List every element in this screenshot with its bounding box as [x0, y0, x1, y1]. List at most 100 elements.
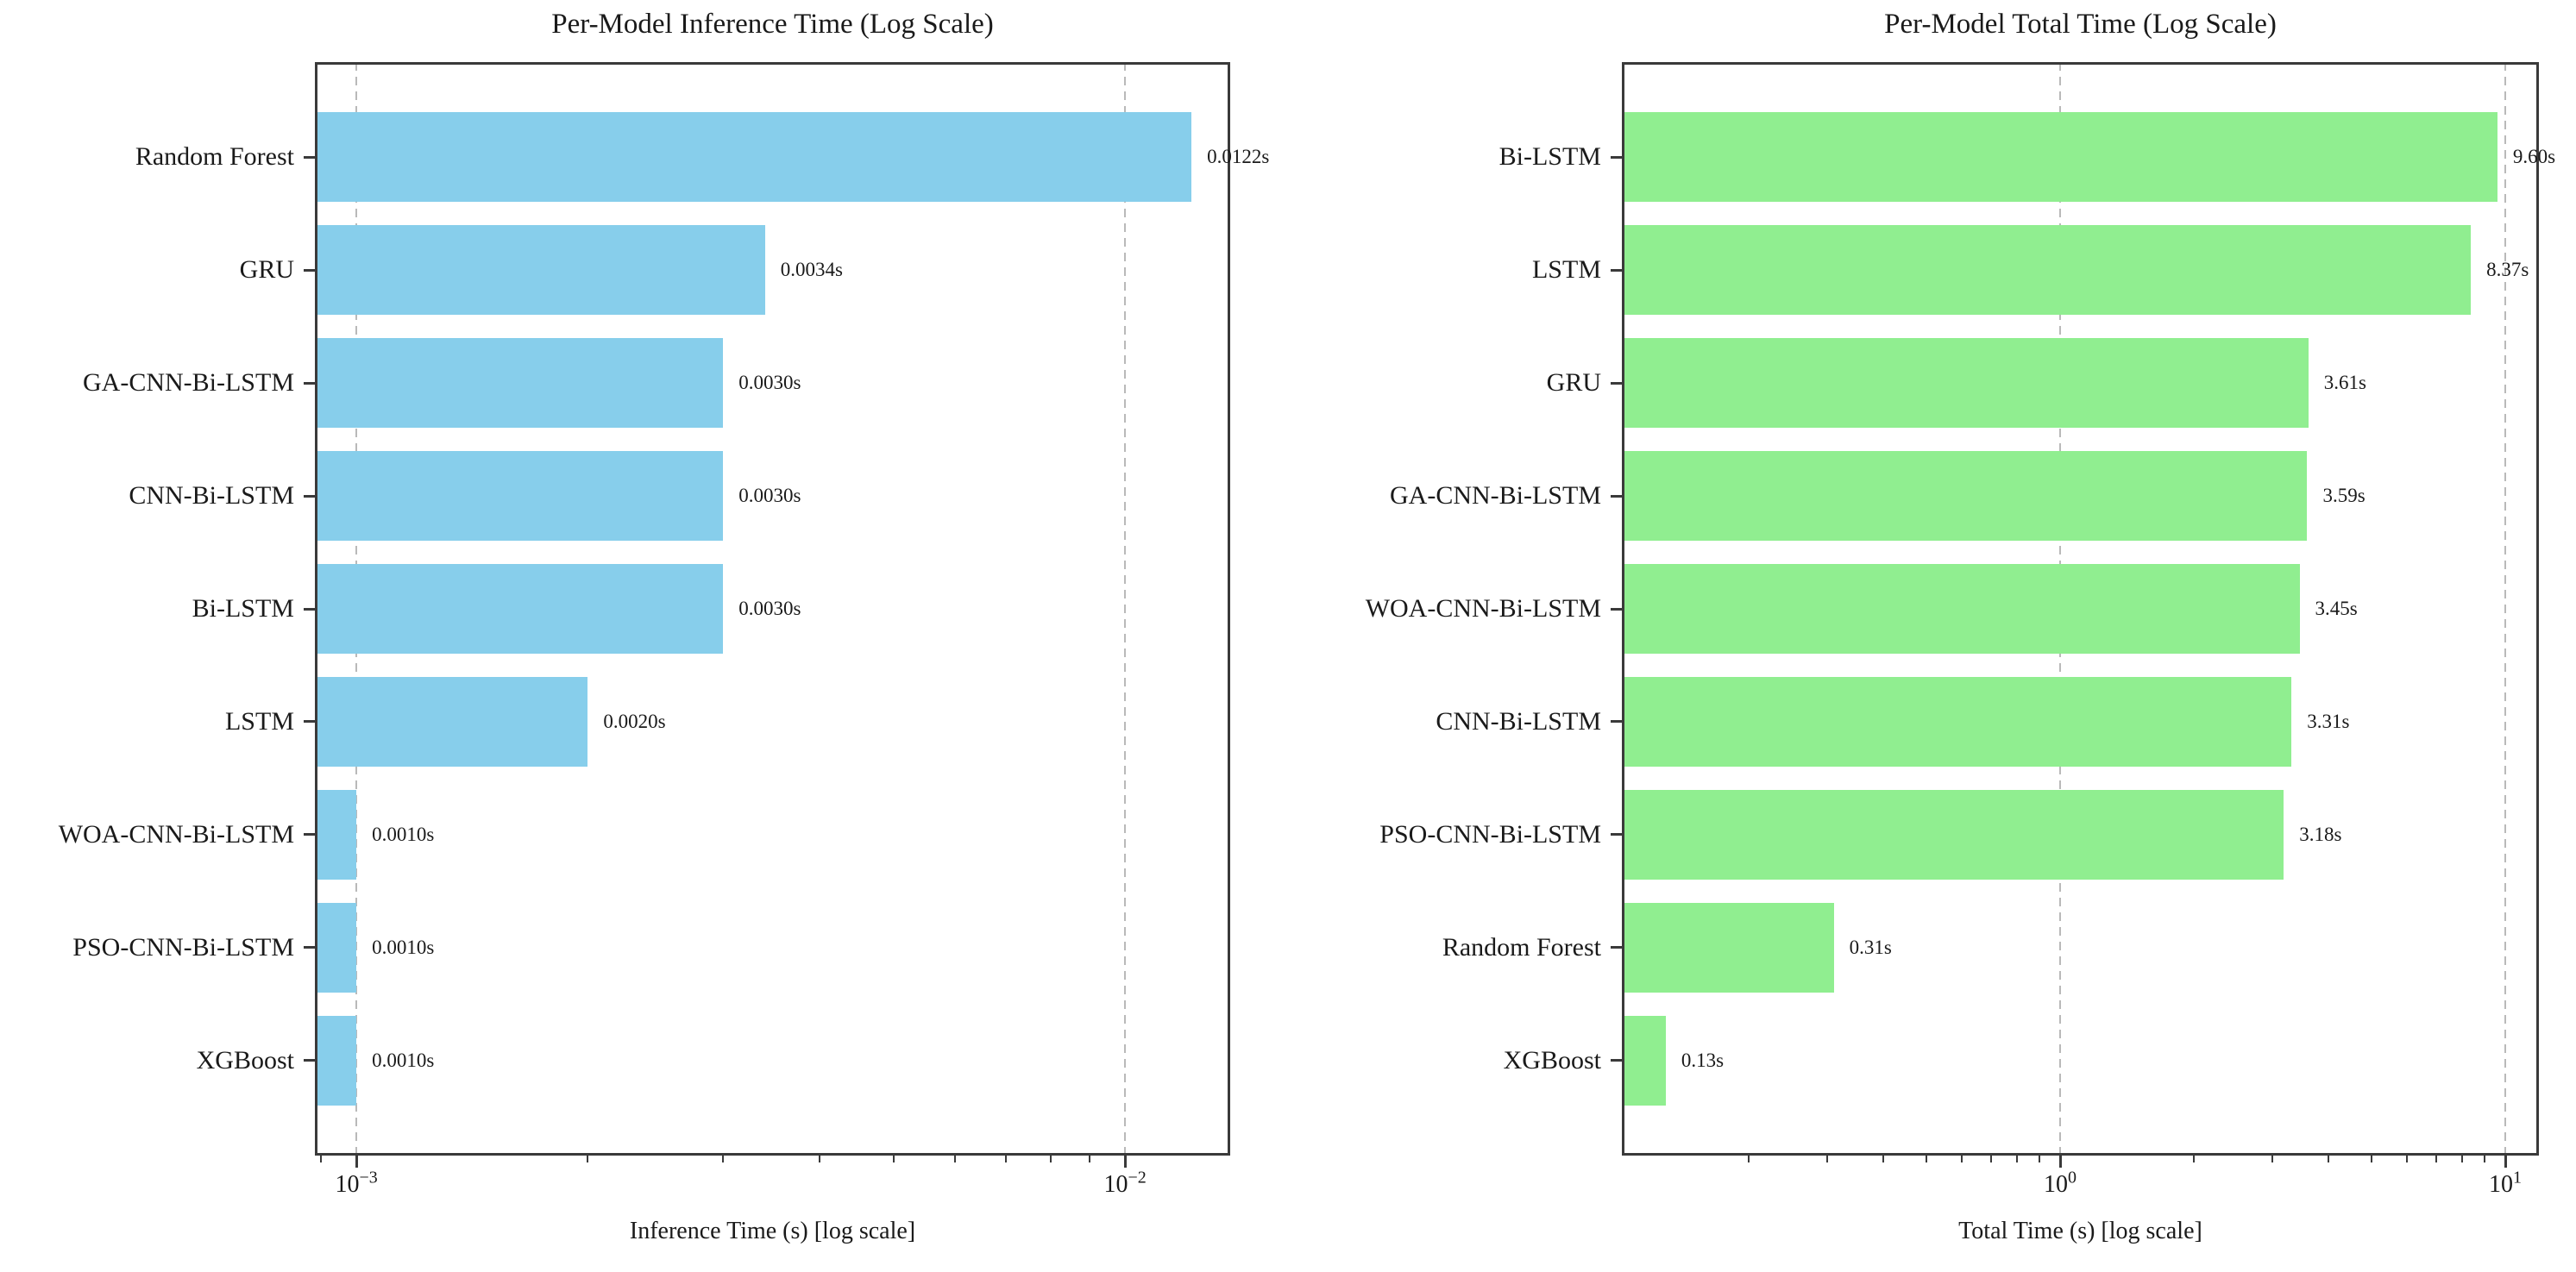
x-axis-label: Inference Time (s) [log scale] [629, 1218, 916, 1244]
bar [315, 563, 724, 655]
x-axis-label: Total Time (s) [log scale] [1958, 1218, 2202, 1244]
bar-value-label: 0.0034s [780, 259, 843, 281]
bar-value-label: 0.0030s [738, 485, 801, 506]
y-tick-mark [304, 1059, 315, 1062]
x-minor-tick-mark [1925, 1156, 1927, 1162]
bar [1622, 450, 2308, 542]
x-minor-tick-mark [1005, 1156, 1008, 1162]
y-tick-label: CNN-Bi-LSTM [129, 481, 294, 510]
y-tick-mark [1611, 155, 1622, 159]
x-minor-tick-mark [1960, 1156, 1963, 1162]
bar [315, 789, 357, 880]
y-tick-label: Random Forest [135, 142, 294, 172]
x-tick-exponent: −3 [359, 1168, 378, 1187]
x-minor-tick-mark [953, 1156, 956, 1162]
y-tick-mark [304, 268, 315, 272]
bar-value-label: 0.13s [1681, 1049, 1725, 1071]
bar-value-label: 3.61s [2323, 372, 2366, 394]
chart-title: Per-Model Inference Time (Log Scale) [551, 9, 994, 40]
x-minor-tick-mark [818, 1156, 820, 1162]
bar [1622, 224, 2472, 316]
y-tick-mark [304, 494, 315, 498]
bar [1622, 789, 2284, 880]
x-tick-exponent: −2 [1128, 1168, 1147, 1187]
x-tick-mark [2058, 1156, 2062, 1168]
y-tick-mark [1611, 607, 1622, 611]
x-minor-tick-mark [2271, 1156, 2274, 1162]
x-minor-tick-mark [2405, 1156, 2408, 1162]
y-tick-label: XGBoost [196, 1045, 294, 1075]
bar [315, 337, 724, 429]
y-tick-mark [1611, 268, 1622, 272]
x-minor-tick-mark [587, 1156, 589, 1162]
x-minor-tick-mark [1990, 1156, 1993, 1162]
y-tick-mark [304, 946, 315, 949]
bar-value-label: 0.0030s [738, 598, 801, 619]
x-minor-tick-mark [2484, 1156, 2486, 1162]
x-tick-label: 10−2 [1103, 1168, 1147, 1198]
y-tick-label: WOA-CNN-Bi-LSTM [1365, 594, 1601, 623]
y-tick-label: GA-CNN-Bi-LSTM [83, 368, 294, 398]
x-tick-label: 10−3 [335, 1168, 378, 1198]
bar [1622, 337, 2309, 429]
bar-value-label: 3.45s [2315, 598, 2358, 619]
bar-value-label: 3.59s [2322, 485, 2366, 506]
y-tick-label: PSO-CNN-Bi-LSTM [1379, 819, 1601, 849]
y-tick-label: CNN-Bi-LSTM [1436, 706, 1601, 736]
x-tick-exponent: 0 [2068, 1168, 2077, 1187]
x-minor-tick-mark [1826, 1156, 1829, 1162]
x-minor-tick-mark [2193, 1156, 2196, 1162]
x-minor-tick-mark [1882, 1156, 1884, 1162]
bar-value-label: 3.18s [2299, 823, 2342, 845]
y-tick-mark [304, 833, 315, 837]
bar-value-label: 0.0010s [372, 823, 435, 845]
y-tick-mark [304, 607, 315, 611]
y-tick-label: WOA-CNN-Bi-LSTM [58, 819, 294, 849]
x-minor-tick-mark [320, 1156, 323, 1162]
x-minor-tick-mark [1089, 1156, 1091, 1162]
bar-value-label: 0.0122s [1207, 146, 1270, 168]
chart-title: Per-Model Total Time (Log Scale) [1884, 9, 2277, 40]
x-tick-mark [355, 1156, 358, 1168]
x-gridline [2504, 62, 2507, 1156]
x-gridline [1124, 62, 1127, 1156]
x-minor-tick-mark [722, 1156, 725, 1162]
bar [315, 902, 357, 993]
y-tick-mark [1611, 833, 1622, 837]
x-tick-mark [1123, 1156, 1127, 1168]
x-minor-tick-mark [2016, 1156, 2019, 1162]
y-tick-mark [1611, 946, 1622, 949]
bar [1622, 902, 1834, 993]
x-minor-tick-mark [2327, 1156, 2329, 1162]
bar-value-label: 8.37s [2486, 259, 2529, 281]
y-tick-label: LSTM [224, 706, 294, 736]
x-minor-tick-mark [2370, 1156, 2372, 1162]
bar [315, 1015, 357, 1106]
y-tick-label: Random Forest [1442, 932, 1601, 962]
x-minor-tick-mark [892, 1156, 895, 1162]
bar-value-label: 0.0010s [372, 1049, 435, 1071]
bar-value-label: 0.0020s [603, 710, 666, 732]
x-minor-tick-mark [1049, 1156, 1052, 1162]
bar-value-label: 3.31s [2307, 710, 2350, 732]
bar [1622, 111, 2497, 203]
y-tick-label: PSO-CNN-Bi-LSTM [72, 932, 294, 962]
bar [315, 111, 1192, 203]
x-minor-tick-mark [2039, 1156, 2041, 1162]
bar-value-label: 0.0030s [738, 372, 801, 394]
y-tick-label: GRU [239, 255, 294, 285]
y-tick-label: GRU [1546, 368, 1601, 398]
x-minor-tick-mark [2435, 1156, 2438, 1162]
x-tick-exponent: 1 [2513, 1168, 2523, 1187]
y-tick-label: GA-CNN-Bi-LSTM [1390, 481, 1601, 510]
x-tick-label: 100 [2044, 1168, 2077, 1198]
bar-value-label: 0.31s [1849, 936, 1892, 958]
y-tick-mark [1611, 381, 1622, 385]
y-tick-mark [1611, 720, 1622, 724]
x-tick-label: 101 [2489, 1168, 2523, 1198]
x-tick-mark [2504, 1156, 2507, 1168]
bar [1622, 676, 2292, 768]
x-minor-tick-mark [1748, 1156, 1750, 1162]
